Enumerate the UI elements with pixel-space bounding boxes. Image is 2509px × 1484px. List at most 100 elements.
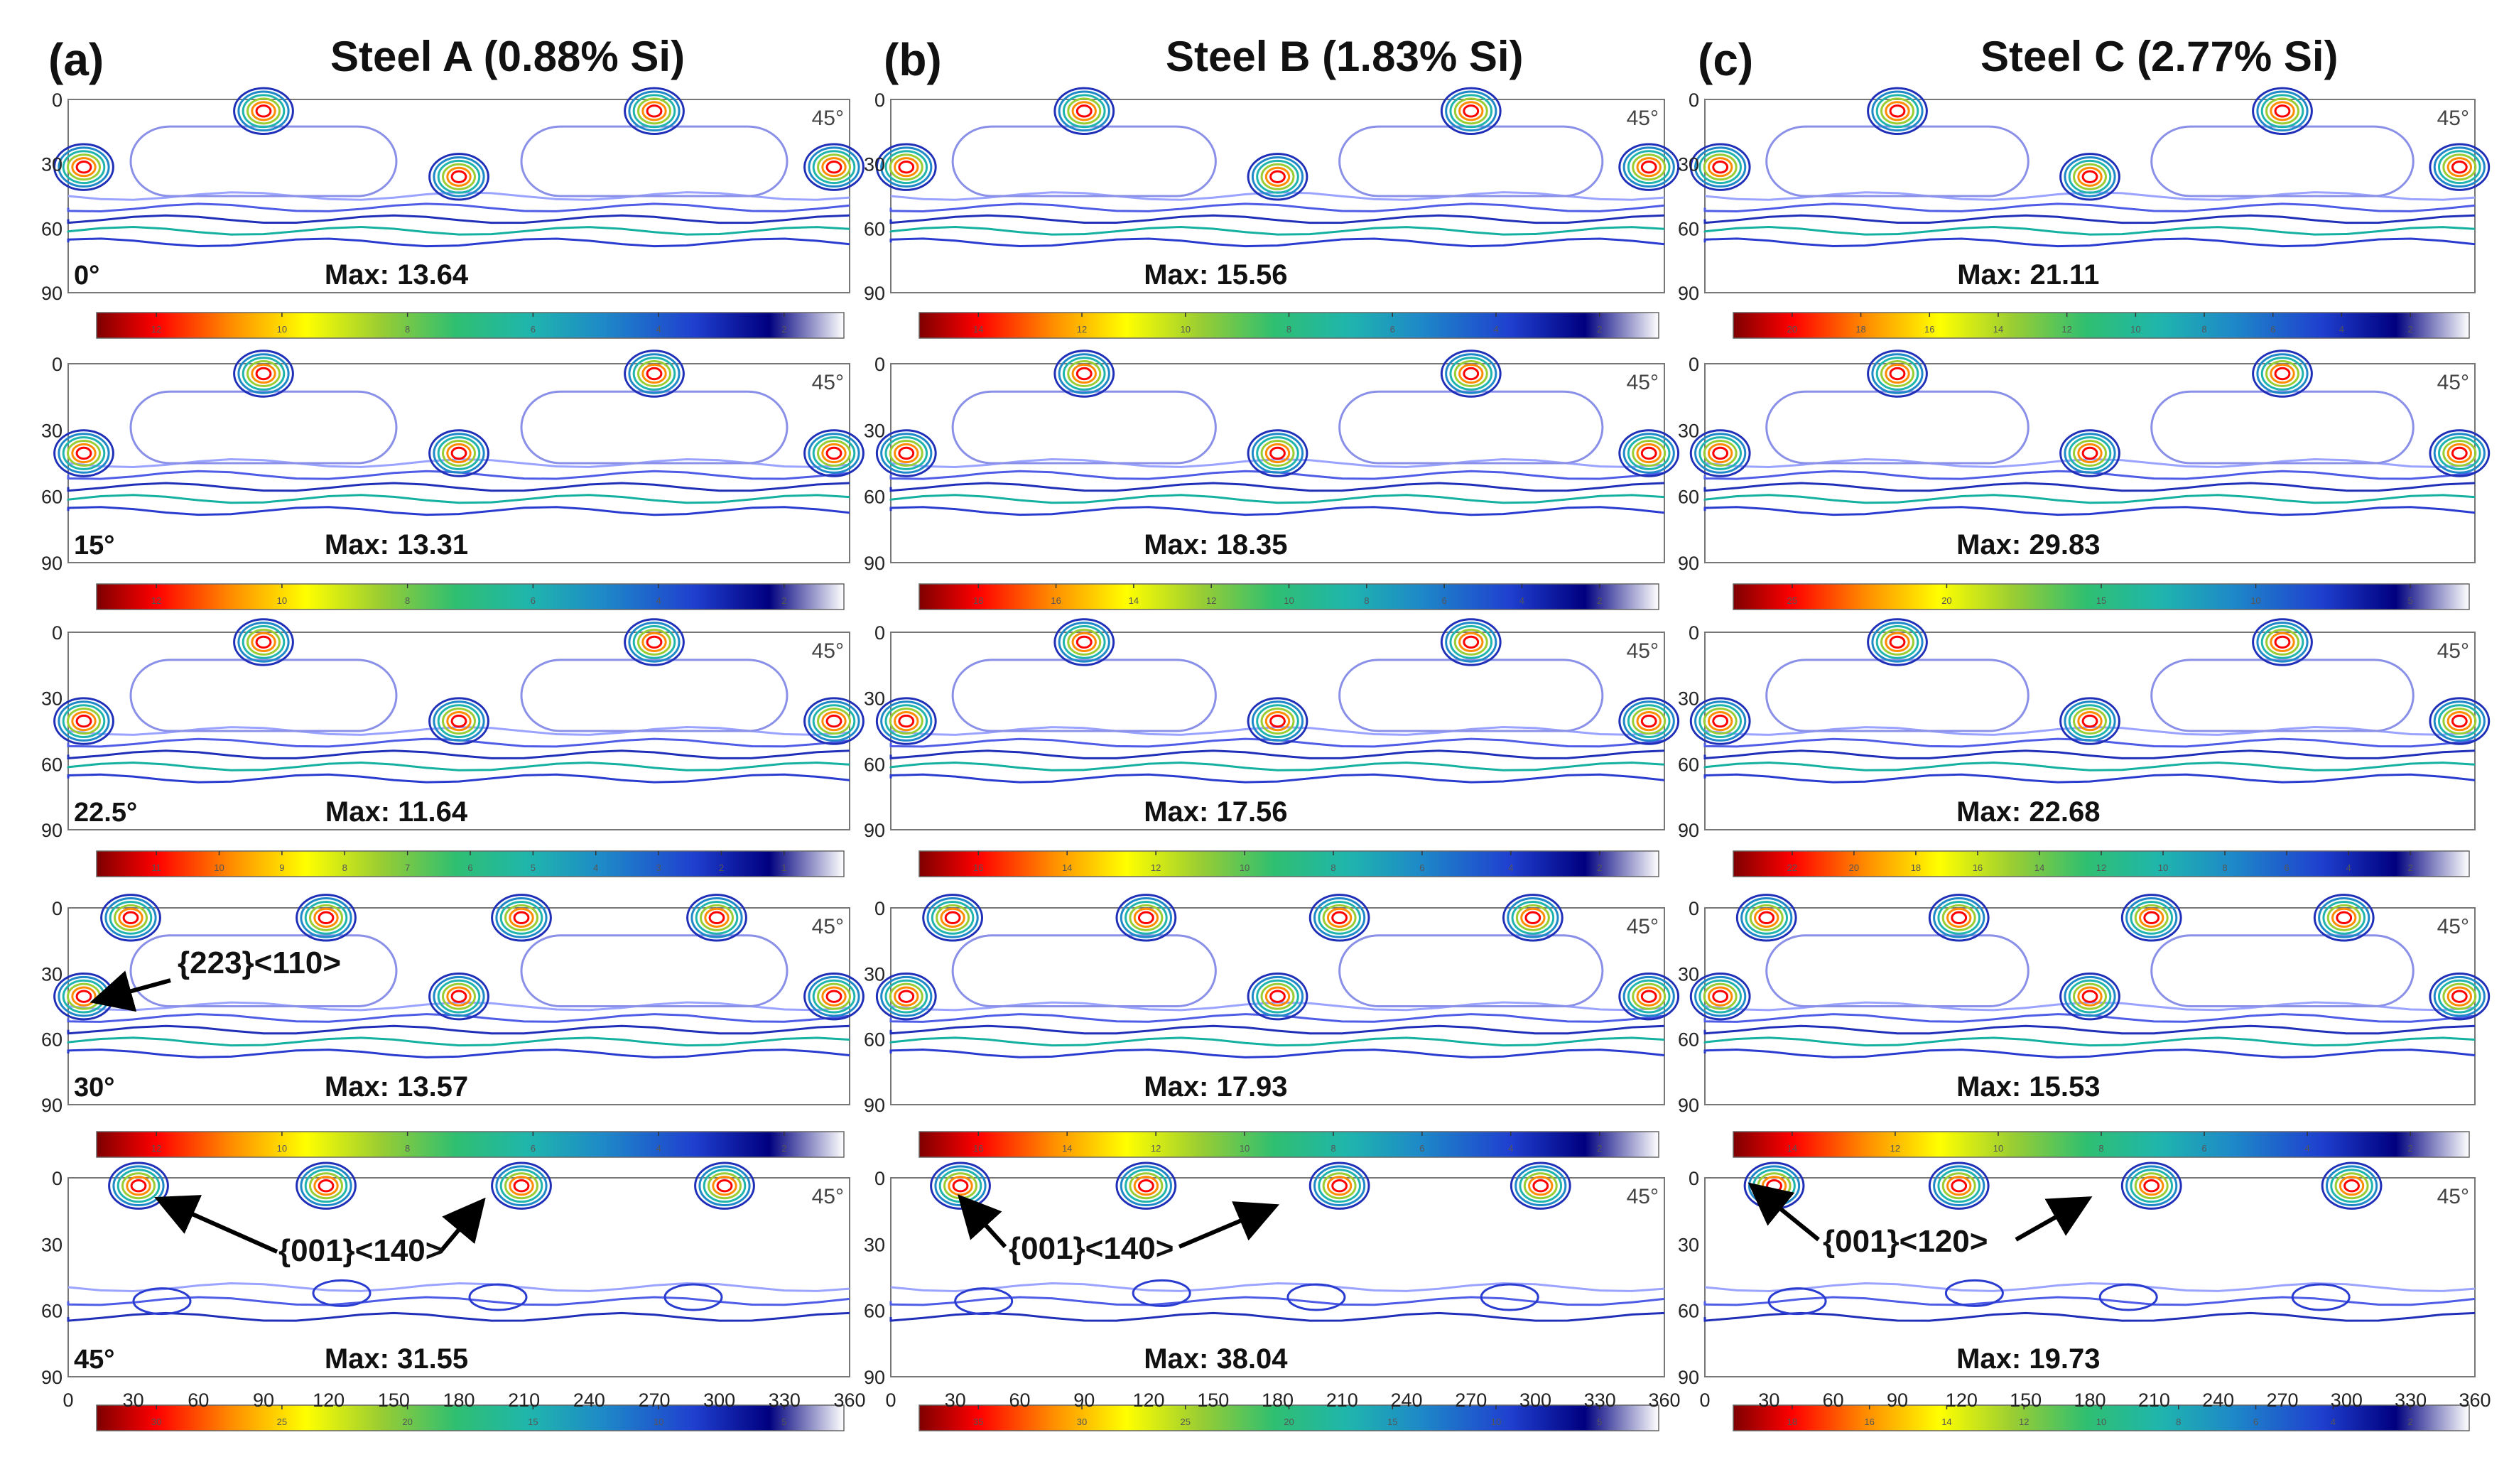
contour-peak	[1640, 446, 1657, 460]
contour-peak	[1528, 1176, 1554, 1196]
contour-peak	[108, 1161, 169, 1210]
contour-peak	[2265, 628, 2299, 656]
x-tick-label: 300	[1519, 1390, 1551, 1411]
contour-peak	[1632, 440, 1667, 467]
contour-peak	[2429, 143, 2491, 191]
annotation-label-c45: {001}<120>	[1823, 1224, 1988, 1259]
contour-peak	[255, 367, 272, 381]
contour-band	[1703, 761, 2476, 771]
contour-peak	[1247, 972, 1308, 1021]
contour-peak	[1703, 153, 1738, 181]
colorbar-tick-label: 10	[214, 862, 224, 873]
colorbar-tick-label: 8	[1331, 1143, 1335, 1154]
colorbar-tick-label: 3	[656, 862, 661, 873]
contour-peak	[1640, 714, 1657, 728]
contour-peak	[1951, 911, 1968, 925]
contour-peak	[1951, 1179, 1968, 1193]
y-tick-label: 90	[864, 553, 885, 574]
y-tick-label: 30	[1678, 154, 1699, 175]
contour-peak	[304, 900, 348, 935]
contour-peak	[67, 440, 101, 467]
colorbar-tick-label: 20	[1941, 595, 1951, 606]
contour-band	[1703, 1296, 2476, 1306]
colorbar-tick-label: 10	[1240, 1143, 1250, 1154]
y-tick-label: 90	[864, 820, 885, 841]
colorbar-tick-label: 4	[2331, 1417, 2336, 1427]
contour-lobe	[1338, 390, 1604, 465]
contour-peak	[1256, 436, 1299, 470]
y-tick-label: 60	[1678, 218, 1699, 239]
contour-peak	[884, 704, 928, 738]
contour-peak	[628, 90, 681, 132]
contour-lobe	[468, 1283, 528, 1311]
odf-panel-9: 45° Max: 13.57 30° 12 10 8 6 4 2	[53, 894, 865, 1158]
contour-peak	[75, 161, 92, 174]
y-tick-label: 60	[41, 1029, 63, 1051]
colorbar-tick-label: 4	[1508, 862, 1513, 873]
colorbar-tick-label: 10	[277, 595, 287, 606]
contour-peak	[2326, 904, 2361, 931]
contour-peak	[637, 360, 671, 387]
contour-peak	[812, 436, 856, 470]
contour-lobe	[520, 390, 789, 465]
colorbar-tick-label: 10	[654, 1417, 663, 1427]
contour-peak	[2081, 990, 2098, 1003]
contour-peak	[2077, 443, 2103, 464]
y-tick-label: 30	[41, 420, 63, 441]
contour-peak	[1871, 622, 1924, 663]
colorbar-tick-label: 4	[2304, 1143, 2309, 1154]
phi2-label: 45°	[1627, 915, 1659, 938]
contour-peak	[1880, 97, 1914, 125]
contour-peak	[1636, 986, 1662, 1007]
contour-peak	[821, 986, 847, 1007]
contour-peak	[1933, 897, 1985, 938]
y-tick-label: 0	[1689, 898, 1699, 919]
x-tick-label: 30	[945, 1390, 966, 1411]
y-tick-label: 60	[41, 218, 63, 239]
contour-peak	[58, 433, 110, 474]
contour-peak	[641, 363, 667, 384]
contour-peak	[708, 1172, 742, 1200]
annotation-label-a30: {223}<110>	[178, 946, 341, 980]
contour-band	[1703, 494, 2476, 504]
contour-band	[67, 225, 850, 236]
y-tick-label: 30	[864, 688, 885, 710]
contour-lobe	[951, 934, 1217, 1008]
contour-peak	[428, 153, 489, 201]
contour-peak	[2252, 87, 2313, 136]
contour-band	[889, 1296, 1665, 1306]
contour-peak	[2429, 429, 2491, 477]
contour-peak	[255, 635, 272, 649]
phi-angle-label: 0°	[74, 261, 99, 291]
colorbar-tick-label: 6	[2201, 1143, 2206, 1154]
contour-peak	[450, 170, 467, 184]
contour-peak	[922, 894, 984, 942]
contour-peak	[880, 700, 933, 742]
colorbar-tick-label: 8	[1331, 862, 1335, 873]
contour-peak	[1885, 632, 1910, 653]
contour-peak	[1313, 1165, 1366, 1206]
contour-peak	[1712, 714, 1729, 728]
contour-peak	[242, 94, 286, 129]
contour-peak	[1515, 904, 1550, 931]
contour-peak	[2331, 907, 2357, 928]
contour-band	[889, 202, 1665, 213]
contour-peak	[1264, 166, 1291, 187]
contour-peak	[1618, 972, 1680, 1021]
contour-peak	[2318, 897, 2370, 938]
colorbar-tick-label: 8	[405, 324, 410, 335]
contour-peak	[1260, 708, 1295, 735]
contour-peak	[1627, 150, 1671, 185]
y-tick-label: 0	[874, 354, 885, 375]
contour-peak	[1053, 87, 1115, 136]
colorbar-tick-label: 4	[656, 1143, 661, 1154]
max-label: Max: 29.83	[1956, 529, 2100, 560]
x-tick-label: 90	[1073, 1390, 1095, 1411]
contour-peak	[296, 894, 357, 942]
y-tick-label: 90	[1678, 820, 1699, 841]
contour-peak	[1125, 900, 1168, 935]
colorbar-tick-label: 25	[277, 1417, 287, 1427]
contour-peak	[116, 1169, 161, 1203]
colorbar-tick-label: 7	[405, 862, 410, 873]
y-tick-label: 90	[41, 553, 63, 574]
